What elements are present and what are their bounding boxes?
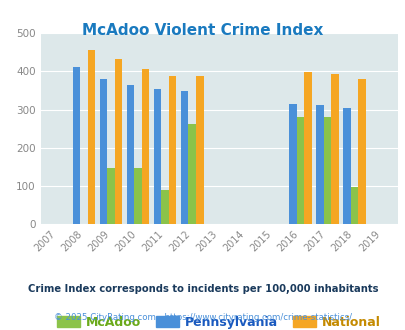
Bar [315, 105, 323, 224]
Text: © 2025 CityRating.com - https://www.cityrating.com/crime-statistics/: © 2025 CityRating.com - https://www.city… [54, 313, 351, 322]
Bar [296, 117, 303, 224]
Bar [330, 74, 338, 224]
Bar [168, 76, 176, 224]
Bar [134, 168, 141, 224]
Bar [99, 79, 107, 224]
Bar [126, 85, 134, 224]
Bar [141, 69, 149, 224]
Bar [342, 108, 350, 224]
Text: McAdoo Violent Crime Index: McAdoo Violent Crime Index [82, 23, 323, 38]
Bar [323, 117, 330, 224]
Bar [180, 91, 188, 224]
Bar [288, 104, 296, 224]
Legend: McAdoo, Pennsylvania, National: McAdoo, Pennsylvania, National [52, 311, 385, 330]
Bar [107, 168, 115, 224]
Bar [196, 76, 203, 224]
Bar [115, 59, 122, 224]
Bar [350, 187, 358, 224]
Bar [188, 124, 196, 224]
Text: Crime Index corresponds to incidents per 100,000 inhabitants: Crime Index corresponds to incidents per… [28, 284, 377, 294]
Bar [358, 79, 365, 224]
Bar [153, 89, 161, 224]
Bar [87, 50, 95, 224]
Bar [161, 190, 168, 224]
Bar [303, 72, 311, 224]
Bar [72, 67, 80, 224]
